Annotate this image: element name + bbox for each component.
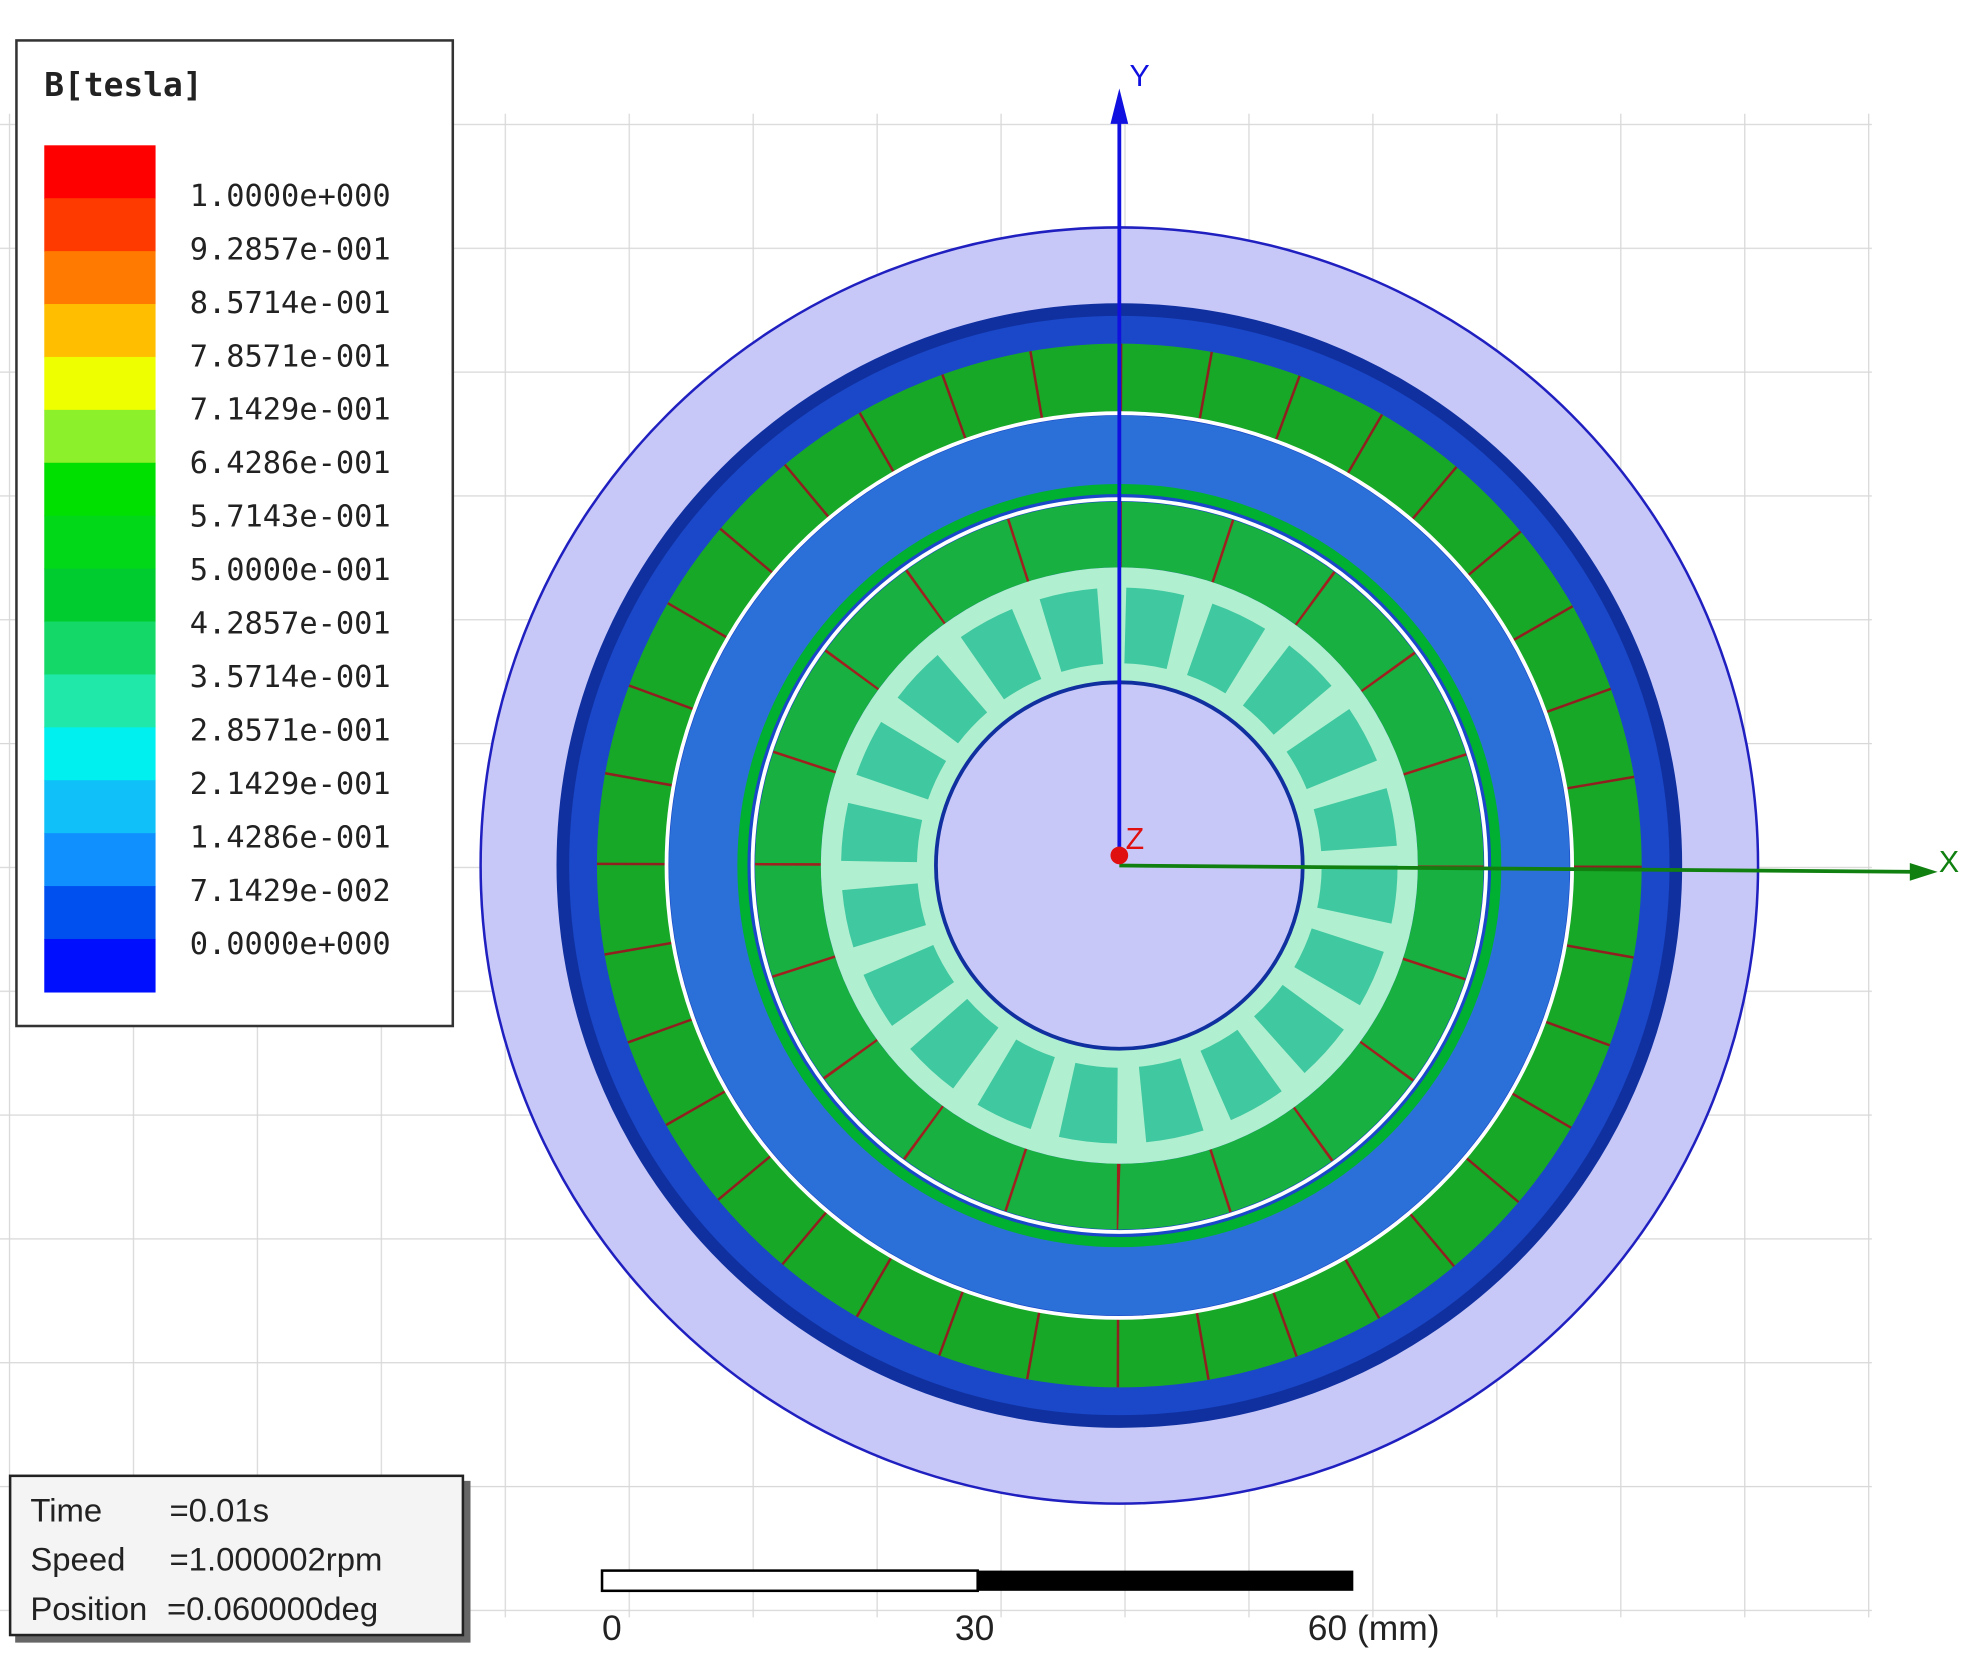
- legend-band: [44, 198, 156, 252]
- legend-title: B[tesla]: [44, 65, 202, 104]
- x-arrow: [1909, 863, 1938, 881]
- z-label: Z: [1126, 823, 1145, 856]
- legend-label: 3.5714e-001: [190, 660, 391, 695]
- legend-label: 7.1429e-001: [190, 393, 391, 428]
- legend-band: [44, 621, 156, 676]
- legend-band: [44, 251, 156, 305]
- info-label: Time: [30, 1491, 102, 1528]
- y-arrow: [1110, 88, 1129, 124]
- y-label: Y: [1129, 60, 1149, 93]
- legend-label: 0.0000e+000: [190, 927, 391, 962]
- info-value: =1.000002rpm: [169, 1541, 382, 1578]
- legend-label: 9.2857e-001: [190, 232, 391, 267]
- legend-band: [44, 568, 156, 623]
- legend-band: [44, 727, 156, 781]
- info-value: =0.060000deg: [167, 1590, 378, 1627]
- scale-label: 60 (mm): [1308, 1609, 1440, 1648]
- legend-label: 1.4286e-001: [190, 820, 391, 855]
- stator-slots: [596, 343, 1642, 1388]
- info-label: Speed: [30, 1541, 125, 1578]
- scale-label: 30: [955, 1609, 994, 1648]
- legend-label: 2.8571e-001: [190, 713, 391, 748]
- legend-label: 5.0000e-001: [190, 553, 391, 588]
- legend-label: 5.7143e-001: [190, 500, 391, 535]
- legend-band: [44, 356, 156, 411]
- info-box: Time =0.01s Speed =1.000002rpm Position =0.06…: [8, 1474, 471, 1643]
- scale-label: 0: [602, 1609, 622, 1648]
- legend-band: [44, 145, 156, 199]
- info-panel: [8, 1474, 465, 1637]
- legend-band: [44, 886, 156, 940]
- magnet-edges: [755, 501, 1484, 1230]
- legend-label: 8.5714e-001: [190, 286, 391, 321]
- legend-label: 4.2857e-001: [190, 607, 391, 642]
- legend-band: [44, 674, 156, 728]
- legend-band: [44, 409, 156, 464]
- coordinate-axes: Y X Z: [1110, 60, 1959, 881]
- legend-band: [44, 515, 156, 570]
- legend-label: 1.0000e+000: [190, 179, 391, 214]
- scale-white: [600, 1569, 979, 1593]
- legend-label: 2.1429e-001: [190, 767, 391, 802]
- legend-band: [44, 938, 156, 993]
- legend-band: [44, 304, 156, 358]
- legend-label: 7.8571e-001: [190, 339, 391, 374]
- scale-black: [977, 1570, 1354, 1591]
- legend-label: 7.1429e-002: [190, 874, 391, 909]
- info-label: Position: [30, 1590, 147, 1627]
- info-value: =0.01s: [169, 1491, 269, 1528]
- origin: [1110, 846, 1129, 865]
- legend-band: [44, 833, 156, 887]
- legend-label: 6.4286e-001: [190, 446, 391, 481]
- legend-band: [44, 462, 156, 517]
- x-axis: [1119, 863, 1923, 874]
- legend: B[tesla] 1.0000e+000 9.2857e-001 8.5714e-0…: [15, 39, 455, 1028]
- legend-band: [44, 780, 156, 834]
- x-label: X: [1939, 846, 1959, 879]
- scale-bar: 0 30 60 (mm): [600, 1569, 1440, 1648]
